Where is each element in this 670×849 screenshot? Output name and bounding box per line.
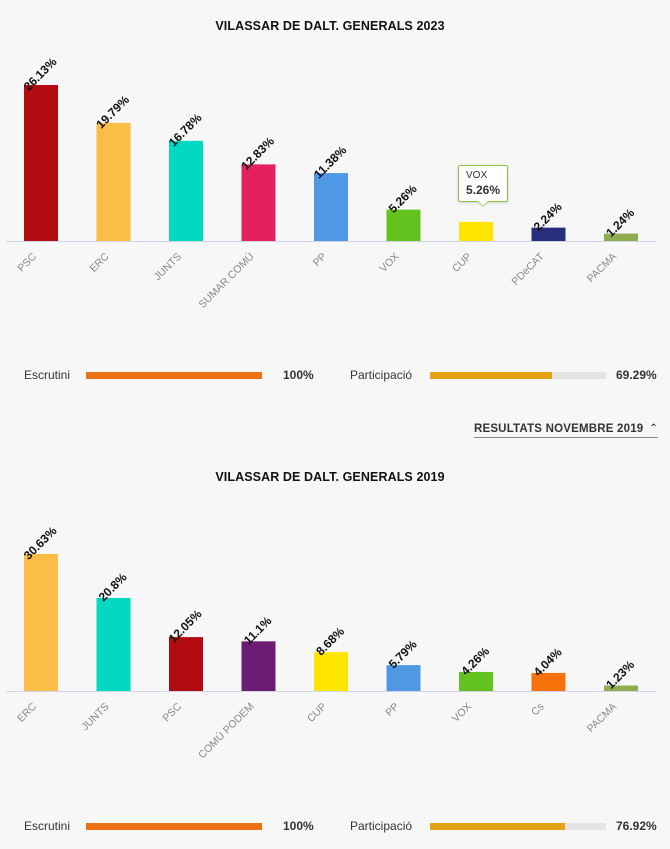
chevron-up-icon: ⌃ (649, 423, 658, 434)
participacio-label: Participació (350, 819, 413, 833)
escrutini-value: 100% (283, 819, 314, 833)
bar-sumar-com[interactable] (241, 164, 276, 241)
bar-cup[interactable] (314, 652, 348, 691)
category-label: VOX (377, 251, 401, 275)
category-label: ERC (15, 700, 39, 724)
bar-pdecat[interactable] (531, 227, 566, 241)
bar-junts[interactable] (96, 597, 131, 691)
toggle-label: RESULTATS NOVEMBRE 2019 (473, 423, 644, 435)
bar-psc[interactable] (24, 85, 58, 241)
chart-title-2019: VILASSAR DE DALT. GENERALS 2019 (215, 470, 445, 484)
category-label: COMÚ PODEM (195, 700, 256, 761)
participacio-progress-bar (430, 372, 606, 379)
category-label: JUNTS (79, 701, 111, 733)
bar-junts[interactable] (169, 140, 203, 241)
results-2019-panel: VILASSAR DE DALT. GENERALS 2019 30.63% ER… (0, 450, 670, 849)
bar-pacma[interactable] (604, 233, 638, 241)
escrutini-progress-fill (86, 823, 262, 830)
results-2023-panel: VILASSAR DE DALT. GENERALS 2023 26.13% PS… (0, 0, 670, 420)
bar-psc[interactable] (169, 637, 203, 691)
bar-vox[interactable] (386, 209, 421, 241)
category-label: PP (383, 701, 401, 719)
tooltip-value: 5.26% (466, 183, 501, 197)
participacio-progress-bar (430, 823, 606, 830)
bar-vox[interactable] (459, 671, 493, 691)
category-label: PACMA (585, 701, 619, 735)
stats-row-2019: Escrutini 100% Participació 76.92% (0, 817, 670, 837)
bar-pp[interactable] (386, 665, 421, 691)
bar-pp[interactable] (314, 173, 348, 241)
category-label: PACMA (585, 251, 619, 285)
category-label: PP (311, 251, 329, 269)
escrutini-label: Escrutini (24, 368, 71, 382)
bar-cup[interactable] (459, 221, 493, 241)
escrutini-progress-bar (86, 372, 262, 379)
bar-pacma[interactable] (604, 685, 638, 691)
bar-erc[interactable] (24, 554, 58, 691)
category-label: CUP (305, 701, 329, 725)
toggle-results-2019-button[interactable]: RESULTATS NOVEMBRE 2019 ⌃ (473, 423, 658, 438)
category-label: JUNTS (152, 251, 184, 283)
bar-chart-2023: 26.13%PSC19.79%ERC16.78%JUNTS12.83%SUMAR… (6, 55, 656, 311)
bar-com-podem[interactable] (241, 641, 276, 691)
category-label: PDeCAT (509, 250, 547, 288)
participacio-progress-fill (430, 823, 566, 830)
bar-tooltip: VOX 5.26% (458, 165, 509, 207)
escrutini-progress-fill (86, 372, 262, 379)
bar-erc[interactable] (96, 122, 131, 241)
participacio-value: 69.29% (616, 368, 657, 382)
tooltip-party: VOX (466, 170, 488, 181)
stats-row-2023: Escrutini 100% Participació 69.29% (0, 366, 670, 386)
escrutini-label: Escrutini (24, 819, 71, 833)
category-label: SUMAR COMÚ (196, 250, 257, 311)
escrutini-progress-bar (86, 823, 262, 830)
participacio-progress-fill (430, 372, 552, 379)
escrutini-value: 100% (283, 368, 314, 382)
chart-title-2023: VILASSAR DE DALT. GENERALS 2023 (215, 19, 445, 33)
category-label: ERC (87, 250, 111, 274)
category-label: PSC (15, 250, 39, 274)
category-label: VOX (450, 701, 474, 725)
participacio-value: 76.92% (616, 819, 657, 833)
participacio-label: Participació (350, 368, 413, 382)
category-label: CUP (450, 251, 474, 275)
bar-cs[interactable] (531, 672, 566, 691)
category-label: PSC (160, 700, 184, 724)
category-label: Cs (529, 701, 547, 719)
